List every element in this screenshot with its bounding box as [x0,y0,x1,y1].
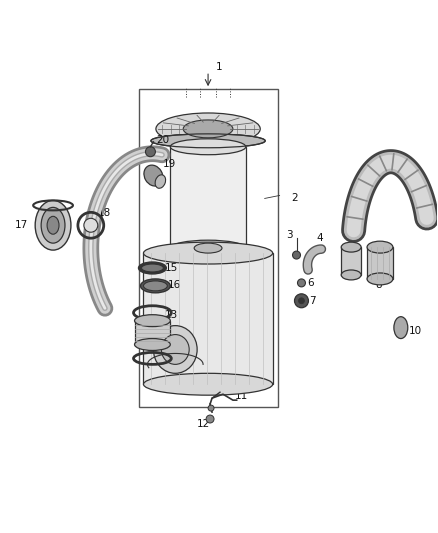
Ellipse shape [151,134,265,148]
Ellipse shape [134,338,170,351]
Text: 3: 3 [286,230,293,240]
Text: 17: 17 [14,220,28,230]
Text: 7: 7 [309,296,316,306]
Ellipse shape [341,242,361,252]
Bar [134,321,170,344]
Circle shape [208,405,214,411]
Text: 11: 11 [235,391,248,401]
Text: 13: 13 [164,354,177,365]
Ellipse shape [35,200,71,250]
Text: 16: 16 [167,280,180,290]
Text: 5: 5 [344,231,350,241]
Ellipse shape [194,243,222,253]
Ellipse shape [84,219,98,232]
Bar [367,247,393,279]
Ellipse shape [367,273,393,285]
Ellipse shape [341,270,361,280]
Ellipse shape [41,207,65,243]
Text: 9: 9 [417,208,424,219]
Ellipse shape [47,216,59,234]
Ellipse shape [161,335,189,365]
Ellipse shape [144,373,273,395]
Bar [170,147,246,248]
Ellipse shape [183,120,233,138]
Ellipse shape [155,175,166,188]
Text: 12: 12 [197,419,210,429]
Circle shape [297,279,305,287]
Ellipse shape [153,326,197,373]
Text: 2: 2 [292,193,298,204]
Ellipse shape [394,317,408,338]
Ellipse shape [144,242,273,264]
Text: 19: 19 [162,159,176,168]
Bar [341,247,361,275]
Circle shape [294,294,308,308]
Ellipse shape [141,264,163,272]
Text: 4: 4 [316,233,323,243]
Ellipse shape [144,165,163,186]
Bar [138,89,278,407]
Text: 20: 20 [156,135,170,145]
Ellipse shape [134,314,170,327]
Bar [144,253,273,384]
Ellipse shape [141,279,170,293]
Circle shape [298,298,304,304]
Text: 6: 6 [307,278,314,288]
Text: 18: 18 [98,208,111,219]
Text: 10: 10 [409,326,422,336]
Ellipse shape [138,262,166,274]
Ellipse shape [156,113,260,145]
Text: 13: 13 [164,310,177,320]
Ellipse shape [144,281,167,291]
Ellipse shape [170,139,246,155]
Circle shape [145,147,155,157]
Text: 14: 14 [164,329,177,340]
Text: 15: 15 [164,263,177,273]
Text: 8: 8 [376,280,382,290]
Ellipse shape [367,241,393,253]
Circle shape [293,251,300,259]
Text: 1: 1 [216,62,223,72]
Circle shape [206,415,214,423]
Ellipse shape [170,240,246,256]
